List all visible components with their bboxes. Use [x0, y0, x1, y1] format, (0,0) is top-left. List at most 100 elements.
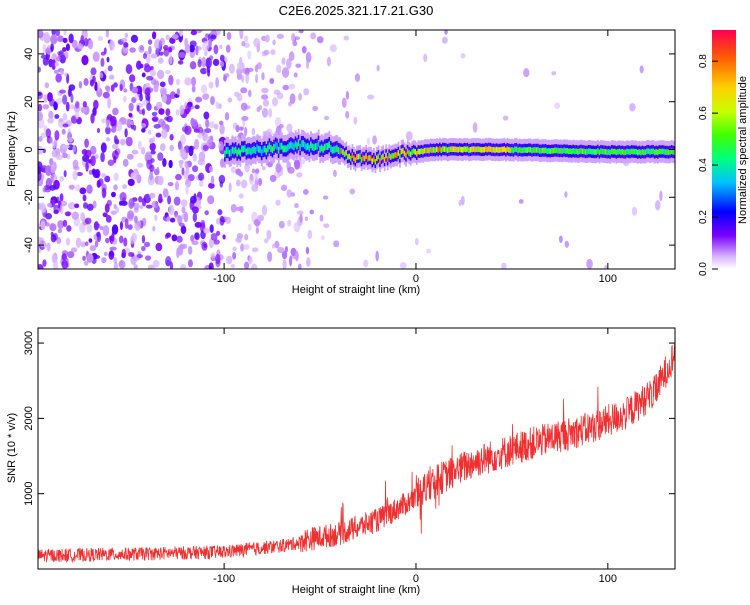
spectrogram-speckle-937 — [210, 34, 217, 40]
snr-y-ticks: 1000 2000 3000 — [23, 331, 675, 506]
spectrogram-speckle-727 — [210, 175, 215, 185]
spectrogram-y-label: Frequency (Hz) — [6, 111, 18, 187]
spectrogram-speckle-166 — [86, 184, 93, 194]
spectrogram-speckle-11 — [230, 203, 237, 213]
spectrogram-speckle-938 — [63, 30, 67, 36]
spectrogram-speckle-623 — [208, 166, 214, 173]
spectrogram-speckle-393 — [240, 87, 248, 94]
spectrogram-speckle-922 — [164, 116, 169, 121]
spectrogram-speckle-855 — [217, 209, 223, 216]
ridge-core-249 — [606, 149, 609, 156]
spectrogram-speckle-894 — [96, 231, 102, 243]
spectrogram-speckle-700 — [165, 34, 170, 40]
spectrogram-speckle-197 — [55, 73, 62, 83]
ridge-core-73 — [336, 145, 338, 153]
ridge-core-67 — [326, 143, 329, 150]
spectrogram-speckle-213 — [140, 146, 146, 155]
spectrogram-speckle-391 — [167, 181, 174, 187]
spectrogram-speckle-977 — [251, 183, 259, 192]
spectrogram-speckle-18 — [63, 170, 67, 178]
spectrogram-speckle-554 — [123, 88, 128, 93]
spectrogram-speckle-229 — [82, 101, 87, 109]
spectrogram-speckle-439 — [45, 128, 52, 139]
spectrogram-speckle-596 — [56, 55, 61, 62]
spectrogram-x-tick-label-1: 0 — [413, 273, 419, 285]
spectrogram-speckle-862 — [92, 75, 96, 84]
ridge-core-79 — [345, 150, 348, 156]
spectrogram-speckle-955 — [100, 152, 105, 163]
spectrogram-speckle-851 — [225, 216, 232, 224]
ridge-core-72 — [334, 145, 337, 153]
ridge-core-272 — [641, 149, 644, 155]
spectrogram-speckle-996 — [343, 35, 350, 41]
ridge-core-11 — [240, 145, 243, 153]
ridge-core-40 — [285, 145, 288, 153]
ridge-core-134 — [429, 146, 432, 153]
spectrogram-speckle-517 — [162, 188, 169, 198]
ridge-core-57 — [311, 143, 314, 151]
spectrogram-speckle-827 — [80, 212, 86, 222]
spectrogram-speckle-561 — [202, 93, 210, 100]
spectrogram-speckle-467 — [293, 72, 298, 78]
ridge-core-87 — [357, 153, 360, 160]
spectrogram-speckle-847 — [39, 237, 45, 247]
spectrogram-speckle-43 — [376, 64, 380, 72]
spectrogram-speckle-926 — [180, 263, 187, 269]
spectrogram-speckle-804 — [354, 73, 361, 82]
spectrogram-speckle-69 — [79, 222, 86, 234]
spectrogram-speckle-1006 — [47, 202, 52, 208]
spectrogram-speckle-492 — [38, 30, 44, 39]
spectrogram-speckle-915 — [112, 107, 119, 116]
ridge-core-259 — [621, 148, 624, 155]
spectrogram-speckle-188 — [71, 39, 78, 49]
ridge-core-68 — [328, 141, 331, 149]
spectrogram-speckle-918 — [284, 246, 288, 253]
ridge-core-196 — [524, 147, 527, 153]
ridge-core-290 — [669, 149, 672, 155]
spectrogram-speckle-928 — [38, 170, 42, 182]
spectrogram-speckle-981 — [65, 211, 71, 217]
spectrogram-speckle-909 — [243, 35, 249, 43]
spectrogram-speckle-243 — [195, 30, 203, 34]
spectrogram-speckle-281 — [118, 235, 124, 244]
spectrogram-speckle-609 — [65, 237, 71, 246]
ridge-core-29 — [268, 142, 271, 150]
spectrogram-speckle-866 — [59, 89, 66, 94]
spectrogram-speckle-454 — [128, 102, 134, 112]
spectrogram-speckle-161 — [165, 108, 171, 116]
spectrogram-speckle-499 — [62, 123, 69, 128]
spectrogram-speckle-754 — [276, 64, 282, 74]
spectrogram-speckle-840 — [108, 250, 115, 260]
ridge-core-148 — [451, 146, 454, 152]
ridge-core-3 — [228, 149, 231, 157]
spectrogram-speckle-1022 — [179, 147, 187, 159]
spectrogram-speckle-278 — [150, 53, 158, 59]
spectrogram-speckle-942 — [286, 161, 291, 171]
spectrogram-speckle-618 — [59, 175, 64, 182]
ridge-core-170 — [485, 146, 487, 152]
ridge-core-15 — [247, 147, 249, 155]
ridge-core-83 — [351, 152, 354, 159]
spectrogram-speckle-919 — [40, 220, 46, 231]
ridge-core-111 — [394, 151, 397, 158]
ridge-core-101 — [379, 158, 381, 164]
spectrogram-x-label: Height of straight line (km) — [292, 284, 420, 296]
ridge-core-210 — [546, 148, 549, 154]
ridge-core-194 — [521, 147, 524, 154]
spectrogram-y-ticks: -40 -20 0 20 40 — [23, 48, 675, 253]
ridge-core-245 — [600, 148, 602, 154]
ridge-core-117 — [403, 150, 406, 157]
spectrogram-speckle-597 — [50, 43, 54, 52]
ridge-core-157 — [465, 146, 467, 153]
ridge-core-263 — [627, 148, 630, 155]
spectrogram-speckle-783 — [61, 259, 69, 269]
spectrogram-speckle-320 — [171, 234, 178, 242]
spectrogram-speckle-849 — [460, 53, 466, 59]
spectrogram-speckle-318 — [226, 31, 232, 41]
spectrogram-speckle-472 — [67, 128, 72, 140]
spectrogram-x-tick-label-0: -100 — [213, 273, 235, 285]
spectrogram-speckle-106 — [326, 56, 331, 67]
spectrogram-speckle-683 — [142, 53, 147, 59]
spectrogram-speckle-372 — [310, 32, 317, 40]
ridge-core-219 — [560, 148, 563, 154]
